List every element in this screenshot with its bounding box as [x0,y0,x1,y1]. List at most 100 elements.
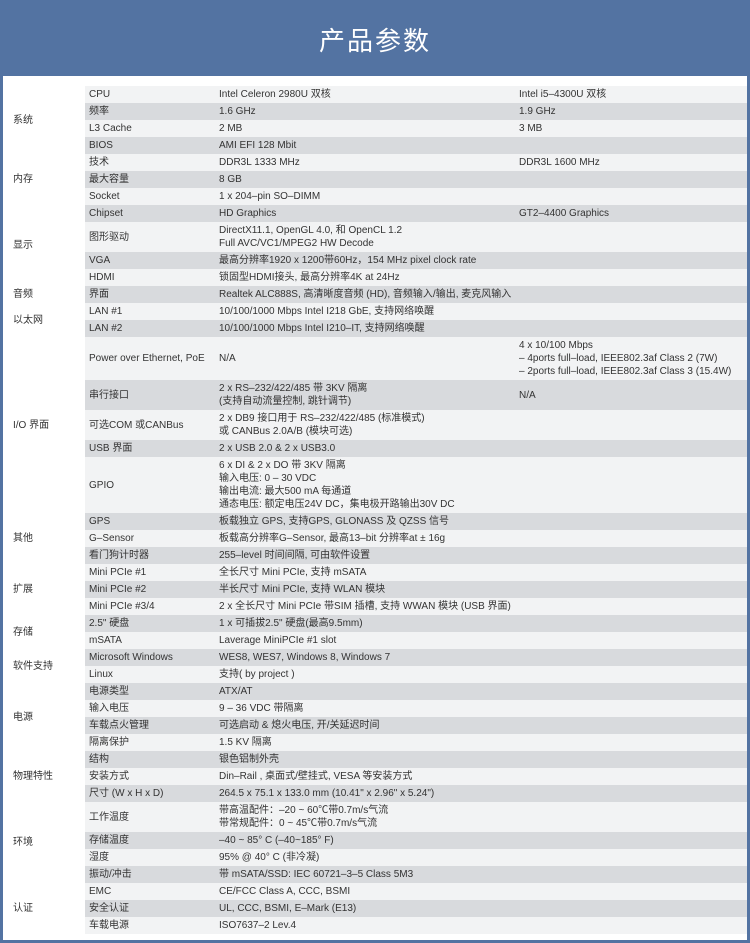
category-cell: 显示 [3,205,85,286]
spec-value: WES8, WES7, Windows 8, Windows 7 [215,649,747,666]
spec-label: 隔离保护 [85,734,215,751]
spec-value: 1.6 GHz [215,103,515,120]
spec-value: 带 mSATA/SSD: IEC 60721–3–5 Class 5M3 [215,866,747,883]
table-row: 尺寸 (W x H x D)264.5 x 75.1 x 133.0 mm (1… [3,785,747,802]
spec-value: DirectX11.1, OpenGL 4.0, 和 OpenCL 1.2Ful… [215,222,747,252]
table-row: Mini PCIe #2半长尺寸 Mini PCIe, 支持 WLAN 模块 [3,581,747,598]
table-row: 环境工作温度带高温配件：–20 ~ 60℃带0.7m/s气流带常规配件：0 ~ … [3,802,747,832]
table-row: LAN #210/100/1000 Mbps Intel I210–IT, 支持… [3,320,747,337]
category-cell: 认证 [3,883,85,934]
spec-label: CPU [85,86,215,103]
spec-value: ISO7637–2 Lev.4 [215,917,747,934]
spec-value: 10/100/1000 Mbps Intel I210–IT, 支持网络唤醒 [215,320,747,337]
spec-content: 系统CPUIntel Celeron 2980U 双核Intel i5–4300… [3,76,747,940]
spec-label: GPIO [85,457,215,513]
category-cell: 系统 [3,86,85,154]
spec-value: ATX/AT [215,683,747,700]
spec-value: 1 x 204–pin SO–DIMM [215,188,747,205]
table-row: 安全认证UL, CCC, BSMI, E–Mark (E13) [3,900,747,917]
table-row: BIOSAMI EFI 128 Mbit [3,137,747,154]
spec-label: EMC [85,883,215,900]
spec-label: 最大容量 [85,171,215,188]
spec-value: 95% @ 40° C (非冷凝) [215,849,747,866]
spec-label: Mini PCIe #3/4 [85,598,215,615]
table-row: 显示ChipsetHD GraphicsGT2–4400 Graphics [3,205,747,222]
spec-value: 板载独立 GPS, 支持GPS, GLONASS 及 QZSS 信号 [215,513,747,530]
spec-label: Linux [85,666,215,683]
table-row: 隔离保护1.5 KV 隔离 [3,734,747,751]
spec-value: 9 – 36 VDC 带隔离 [215,700,747,717]
category-cell: 其他 [3,513,85,564]
table-row: 图形驱动DirectX11.1, OpenGL 4.0, 和 OpenCL 1.… [3,222,747,252]
spec-label: Microsoft Windows [85,649,215,666]
spec-label: 技术 [85,154,215,171]
table-row: 存储温度–40 ~ 85° C (–40~185° F) [3,832,747,849]
spec-label: 2.5" 硬盘 [85,615,215,632]
category-cell: 环境 [3,802,85,883]
spec-value: AMI EFI 128 Mbit [215,137,747,154]
spec-value: 8 GB [215,171,747,188]
category-cell: 内存 [3,154,85,205]
category-cell: 扩展 [3,564,85,615]
spec-value: Intel i5–4300U 双核 [515,86,747,103]
spec-label: G–Sensor [85,530,215,547]
spec-label: LAN #1 [85,303,215,320]
spec-label: Mini PCIe #1 [85,564,215,581]
spec-label: BIOS [85,137,215,154]
table-row: Socket1 x 204–pin SO–DIMM [3,188,747,205]
spec-value: GT2–4400 Graphics [515,205,747,222]
spec-label: 电源类型 [85,683,215,700]
spec-value: 带高温配件：–20 ~ 60℃带0.7m/s气流带常规配件：0 ~ 45℃带0.… [215,802,747,832]
spec-label: 车载点火管理 [85,717,215,734]
spec-value: 2 x RS–232/422/485 带 3KV 隔离(支持自动流量控制, 跳针… [215,380,515,410]
spec-value: 264.5 x 75.1 x 133.0 mm (10.41" x 2.96" … [215,785,747,802]
spec-label: 尺寸 (W x H x D) [85,785,215,802]
spec-label: 结构 [85,751,215,768]
spec-label: VGA [85,252,215,269]
spec-label: 车载电源 [85,917,215,934]
table-row: 串行接口2 x RS–232/422/485 带 3KV 隔离(支持自动流量控制… [3,380,747,410]
spec-label: Mini PCIe #2 [85,581,215,598]
spec-label: 输入电压 [85,700,215,717]
spec-value: 锁固型HDMI接头, 最高分辨率4K at 24Hz [215,269,747,286]
table-row: 存储2.5" 硬盘1 x 可插拔2.5" 硬盘(最高9.5mm) [3,615,747,632]
table-row: mSATALaverage MiniPCIe #1 slot [3,632,747,649]
spec-value: 全长尺寸 Mini PCIe, 支持 mSATA [215,564,747,581]
table-row: Linux支持( by project ) [3,666,747,683]
spec-sheet: 产品参数 系统CPUIntel Celeron 2980U 双核Intel i5… [0,0,750,943]
spec-label: mSATA [85,632,215,649]
page-title: 产品参数 [3,3,747,76]
spec-value: 2 x DB9 接口用于 RS–232/422/485 (标准模式)或 CANB… [215,410,747,440]
category-cell: 软件支持 [3,649,85,683]
table-row: I/O 界面Power over Ethernet, PoEN/A4 x 10/… [3,337,747,380]
spec-label: 看门狗计时器 [85,547,215,564]
spec-label: LAN #2 [85,320,215,337]
table-row: 湿度95% @ 40° C (非冷凝) [3,849,747,866]
spec-value: N/A [515,380,747,410]
category-cell: I/O 界面 [3,337,85,513]
table-row: 电源电源类型ATX/AT [3,683,747,700]
table-row: 其他GPS板载独立 GPS, 支持GPS, GLONASS 及 QZSS 信号 [3,513,747,530]
spec-label: 安全认证 [85,900,215,917]
table-row: 系统CPUIntel Celeron 2980U 双核Intel i5–4300… [3,86,747,103]
spec-value: N/A [215,337,515,380]
table-row: 以太网LAN #110/100/1000 Mbps Intel I218 GbE… [3,303,747,320]
category-cell: 电源 [3,683,85,751]
table-row: 最大容量8 GB [3,171,747,188]
table-row: 频率1.6 GHz1.9 GHz [3,103,747,120]
spec-value: 3 MB [515,120,747,137]
table-row: HDMI锁固型HDMI接头, 最高分辨率4K at 24Hz [3,269,747,286]
table-row: 音频界面Realtek ALC888S, 高清晰度音频 (HD), 音频输入/输… [3,286,747,303]
table-row: L3 Cache2 MB3 MB [3,120,747,137]
spec-value: 2 x 全长尺寸 Mini PCIe 带SIM 插槽, 支持 WWAN 模块 (… [215,598,747,615]
table-row: 内存技术DDR3L 1333 MHzDDR3L 1600 MHz [3,154,747,171]
spec-label: 安装方式 [85,768,215,785]
spec-value: UL, CCC, BSMI, E–Mark (E13) [215,900,747,917]
table-row: VGA最高分辨率1920 x 1200带60Hz，154 MHz pixel c… [3,252,747,269]
spec-label: 界面 [85,286,215,303]
spec-label: 可选COM 或CANBus [85,410,215,440]
spec-value: Din–Rail , 桌面式/壁挂式, VESA 等安装方式 [215,768,747,785]
spec-value: –40 ~ 85° C (–40~185° F) [215,832,747,849]
spec-value: 4 x 10/100 Mbps– 4ports full–load, IEEE8… [515,337,747,380]
table-row: 看门狗计时器255–level 时间间隔, 可由软件设置 [3,547,747,564]
